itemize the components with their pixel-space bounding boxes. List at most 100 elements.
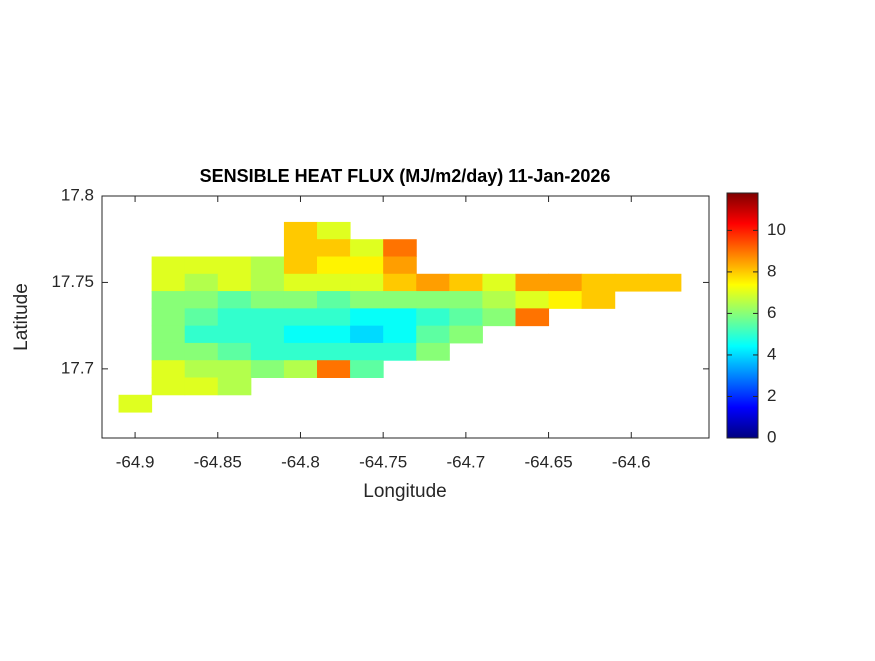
heat-cell (250, 308, 285, 327)
heat-cell (383, 342, 417, 361)
heat-cell (217, 360, 252, 378)
heat-cell (217, 273, 252, 292)
heat-cell (515, 308, 550, 327)
colorbar (726, 192, 759, 439)
heat-cell (350, 273, 384, 292)
heat-cell (350, 360, 384, 378)
heat-cell (317, 291, 351, 309)
y-tick-label: 17.8 (61, 185, 94, 204)
heat-cell (317, 239, 351, 257)
heat-cell (217, 291, 252, 309)
colorbar-tick-label: 4 (767, 344, 776, 363)
x-tick-label: -64.85 (194, 452, 242, 471)
heat-cell (416, 308, 450, 327)
heat-cell (548, 291, 583, 309)
heat-cell (283, 256, 318, 275)
heat-cell (217, 308, 252, 327)
heat-cell (383, 308, 417, 327)
colorbar-tick-label: 8 (767, 261, 776, 280)
heat-cell (482, 291, 516, 309)
heat-cell (151, 308, 186, 327)
y-axis-label: Latitude (11, 283, 32, 351)
heat-cell (350, 325, 384, 344)
heat-cell (449, 325, 483, 344)
heat-cell (383, 273, 417, 292)
heat-cell (250, 273, 285, 292)
heat-cell (250, 256, 285, 275)
heat-cell (217, 377, 252, 396)
y-tick-label: 17.7 (61, 358, 94, 377)
heat-cell (482, 273, 516, 292)
heat-cell (250, 360, 285, 378)
heat-cell (614, 273, 649, 292)
heat-cell (317, 342, 351, 361)
heat-cell (515, 273, 550, 292)
heat-cell (383, 291, 417, 309)
chart-title: SENSIBLE HEAT FLUX (MJ/m2/day) 11-Jan-20… (200, 166, 611, 186)
heat-cell (217, 256, 252, 275)
heat-cell (449, 308, 483, 327)
x-tick-label: -64.75 (359, 452, 407, 471)
heat-cell (416, 325, 450, 344)
heat-cell (184, 377, 219, 396)
heat-cell (283, 308, 318, 327)
heat-cell (317, 325, 351, 344)
colorbar-tick-label: 2 (767, 386, 776, 405)
heat-cell (250, 325, 285, 344)
x-tick-label: -64.6 (612, 452, 651, 471)
heat-cell (416, 291, 450, 309)
heat-cell (350, 256, 384, 275)
heat-cell (383, 256, 417, 275)
y-tick-label: 17.75 (51, 272, 94, 291)
heat-cell (217, 342, 252, 361)
axes-box (101, 195, 710, 439)
heat-cell (350, 342, 384, 361)
heat-cell (283, 239, 318, 257)
heat-cell (184, 291, 219, 309)
heat-cell (283, 342, 318, 361)
heat-cell (184, 360, 219, 378)
heat-cell (350, 239, 384, 257)
heat-cell (151, 377, 186, 396)
heat-cell (647, 273, 682, 292)
heat-cell (317, 308, 351, 327)
heat-cell (515, 291, 550, 309)
heat-cell (184, 325, 219, 344)
x-tick-label: -64.7 (446, 452, 485, 471)
heat-cell (283, 221, 318, 240)
heat-cell (217, 325, 252, 344)
heat-cell (383, 325, 417, 344)
heat-cell (416, 342, 450, 361)
heat-cell (151, 342, 186, 361)
heat-cell (581, 273, 616, 292)
heat-cell (449, 273, 483, 292)
heat-cell (317, 256, 351, 275)
heat-cell (184, 308, 219, 327)
colorbar-tick-label: 6 (767, 303, 776, 322)
heat-cell (184, 256, 219, 275)
heat-cell (283, 273, 318, 292)
heat-cell (449, 291, 483, 309)
x-tick-label: -64.65 (524, 452, 572, 471)
heat-cell (317, 360, 351, 378)
colorbar-tick-label: 0 (767, 427, 776, 446)
heat-cell (482, 308, 516, 327)
heat-cell (317, 221, 351, 240)
heat-cell (317, 273, 351, 292)
heat-cell (548, 273, 583, 292)
heat-cell (184, 273, 219, 292)
x-tick-label: -64.9 (116, 452, 155, 471)
heat-cell (383, 239, 417, 257)
heat-cell (184, 342, 219, 361)
x-tick-label: -64.8 (281, 452, 320, 471)
heat-cell (250, 291, 285, 309)
heat-cell (350, 308, 384, 327)
heat-cell (250, 342, 285, 361)
heat-cell (283, 360, 318, 378)
heat-cell (283, 291, 318, 309)
heat-cell (151, 291, 186, 309)
heat-cell (581, 291, 616, 309)
heat-cell (283, 325, 318, 344)
